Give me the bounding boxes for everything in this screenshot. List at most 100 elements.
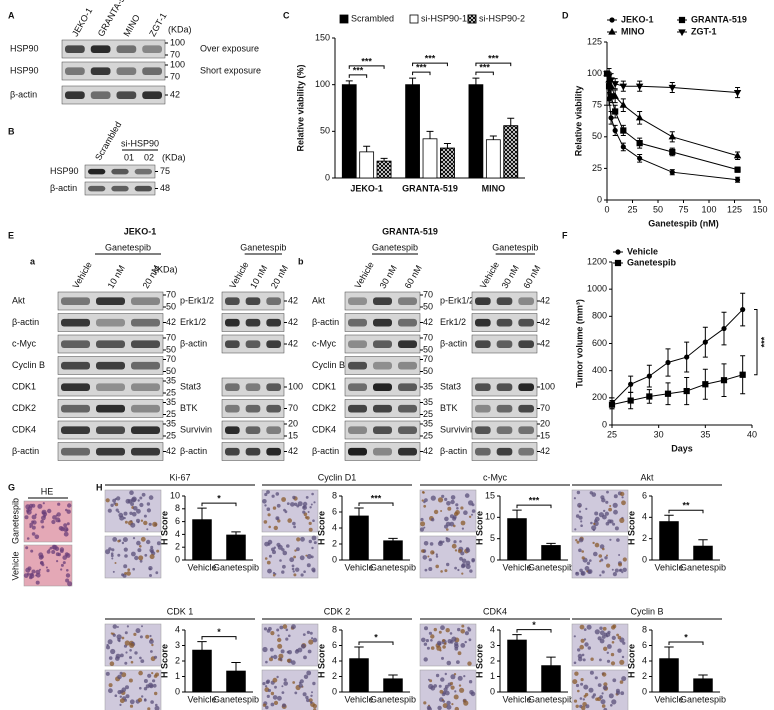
tissue-cell [621, 496, 624, 499]
tissue-cell [129, 511, 133, 515]
significance-bracket [516, 504, 552, 509]
legend-label: si-HSP90-1 [421, 13, 467, 23]
bar [507, 639, 527, 693]
blot-row-label: c-Myc [12, 338, 36, 348]
x-tick-label: Ganetespib [528, 562, 574, 572]
tissue-cell [23, 573, 29, 578]
blot-row-label: BTK [180, 403, 198, 413]
tissue-cell [51, 519, 56, 525]
kda-marker: 42 [540, 446, 550, 456]
tissue-cell [578, 537, 584, 543]
error-bar [512, 509, 522, 519]
tissue-cell [141, 695, 144, 698]
bar [226, 670, 246, 693]
y-tick-label: 1200 [587, 256, 607, 266]
significance-label: *** [759, 336, 769, 347]
tissue-cell [281, 570, 285, 574]
tissue-cell [63, 531, 69, 537]
tissue-cell [144, 553, 148, 557]
exposure-note: Over exposure [200, 43, 259, 53]
tissue-cell [131, 496, 137, 502]
y-tick-label: 50 [592, 131, 602, 141]
tissue-cell [310, 701, 313, 704]
x-tick-label: Vehicle [344, 694, 373, 704]
x-tick-label: Ganetespib [680, 562, 726, 572]
error-bar [664, 646, 674, 659]
tissue-cell [26, 537, 30, 540]
tissue-cell [621, 571, 624, 574]
data-point [619, 101, 628, 108]
tissue-cell [262, 682, 266, 686]
blot-band [142, 91, 162, 99]
tissue-cell [310, 555, 314, 559]
tissue-cell [440, 625, 445, 631]
y-tick-label: 4 [175, 624, 180, 634]
tissue-cell [606, 563, 611, 568]
tissue-cell [292, 570, 295, 573]
tissue-cell [444, 684, 449, 689]
x-tick-label: GRANTA-519 [402, 183, 458, 193]
data-point [646, 373, 652, 379]
tissue-cell [594, 511, 599, 516]
lane-label: 30 nM [378, 264, 399, 291]
data-point [608, 115, 614, 121]
tissue-cell [272, 573, 276, 577]
blot-band [65, 91, 85, 99]
data-point [702, 381, 709, 388]
tissue-cell [465, 560, 471, 566]
data-point [620, 144, 626, 150]
blot-band [348, 340, 367, 348]
error-bar [489, 135, 497, 140]
tissue-cell [124, 554, 128, 558]
tissue-cell [38, 552, 44, 558]
tissue-cell [24, 515, 29, 520]
tissue-cell [113, 502, 116, 505]
tissue-cell [272, 677, 278, 683]
data-point [608, 401, 616, 408]
kda-marker: 42 [170, 89, 180, 99]
tissue-cell [463, 510, 468, 515]
blot-row-label: β-actin [180, 446, 207, 456]
tissue-cell [457, 675, 463, 681]
bar [541, 545, 561, 561]
kda-marker: 70 [166, 332, 176, 342]
blot-row-label: Survivin [440, 424, 472, 434]
tissue-cell [600, 558, 604, 562]
bar [405, 84, 420, 179]
kda-marker: 50 [166, 301, 176, 311]
error-bar [231, 662, 241, 672]
tissue-cell [153, 655, 158, 659]
tissue-cell [39, 568, 41, 571]
tissue-cell [111, 557, 114, 560]
blot-band [373, 361, 392, 370]
blot-band [348, 318, 367, 327]
tissue-cell [456, 660, 460, 664]
blot-band [88, 168, 106, 175]
tissue-cell [610, 652, 615, 657]
unit-label: (KDa) [162, 152, 186, 162]
tissue-cell [152, 679, 156, 683]
significance-bracket [412, 71, 431, 76]
tissue-cell [125, 651, 128, 654]
tissue-cell [292, 495, 296, 500]
tissue-cell [116, 634, 122, 640]
y-tick-label: 2 [332, 538, 337, 548]
tissue-cell [125, 694, 130, 699]
tissue-cell [439, 540, 443, 544]
tissue-cell [262, 703, 267, 707]
tissue-cell [286, 650, 290, 654]
tissue-cell [278, 653, 284, 659]
y-tick-label: 3 [490, 640, 495, 650]
blot-band [496, 426, 513, 434]
blot-band [131, 383, 160, 391]
y-tick-label: 50 [320, 126, 330, 136]
blot-band [111, 185, 129, 192]
tissue-cell [282, 564, 286, 569]
y-tick-label: 400 [592, 365, 607, 375]
tissue-cell [444, 497, 448, 501]
tissue-cell [579, 697, 583, 700]
x-axis-label: Ganetespib (nM) [648, 218, 719, 228]
data-point [627, 397, 634, 404]
significance-bracket [668, 641, 704, 646]
tissue-cell [438, 630, 442, 634]
